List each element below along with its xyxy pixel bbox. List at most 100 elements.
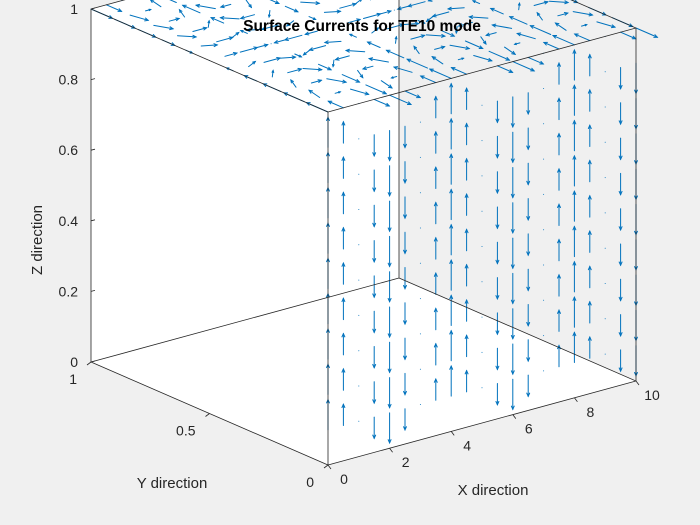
front-surface-arrow <box>464 87 469 110</box>
top-surface-arrow <box>572 11 594 17</box>
top-surface-arrow <box>350 88 370 96</box>
x-tick-label: 10 <box>644 387 660 403</box>
arrow-head <box>312 17 317 20</box>
front-surface-arrow <box>449 329 454 362</box>
top-surface-arrow <box>488 50 511 61</box>
arrow-head <box>433 236 438 242</box>
front-surface-arrow <box>387 306 392 339</box>
front-surface-arrow <box>433 307 438 331</box>
front-surface-arrow <box>464 298 469 322</box>
arrow-head <box>449 82 454 88</box>
top-surface-arrow <box>347 18 362 24</box>
top-surface-arrow <box>406 1 426 8</box>
arrow-shaft <box>286 20 295 27</box>
arrow-head <box>260 26 267 31</box>
arrow-head <box>372 364 377 369</box>
front-surface-arrow <box>618 278 623 302</box>
arrow-head <box>433 166 438 171</box>
top-surface-arrow <box>334 91 342 94</box>
arrow-head <box>478 45 484 50</box>
arrow-head <box>386 9 393 14</box>
arrow-head <box>341 155 346 161</box>
arrow-head <box>464 157 469 163</box>
arrow-shaft <box>284 5 299 13</box>
top-surface-arrow <box>513 42 521 46</box>
arrow-shaft <box>216 36 234 43</box>
x-tick-mark <box>389 447 393 453</box>
arrow-shaft <box>278 56 296 59</box>
arrow-shaft <box>153 24 174 30</box>
front-surface-arrow <box>341 120 346 144</box>
arrow-head <box>510 264 515 270</box>
front-surface-arrow <box>449 258 454 291</box>
arrow-head <box>117 8 123 12</box>
arrow-head <box>181 4 187 9</box>
front-surface-arrow <box>526 304 531 327</box>
top-surface-arrow <box>323 9 342 14</box>
top-surface-arrow <box>267 10 271 19</box>
arrow-shaft <box>431 56 444 65</box>
front-surface-arrow <box>341 155 346 179</box>
arrow-head <box>464 334 469 340</box>
arrow-head <box>510 370 515 376</box>
front-surface-arrow <box>372 310 377 334</box>
arrow-head <box>387 227 392 233</box>
top-surface-arrow <box>428 68 452 79</box>
top-surface-arrow <box>485 32 497 37</box>
arrow-head <box>587 300 592 306</box>
top-surface-arrow <box>434 45 446 50</box>
arrow-head <box>178 8 183 14</box>
top-surface-arrow <box>473 55 493 62</box>
arrow-head <box>526 392 531 398</box>
arrow-shaft <box>192 27 208 32</box>
y-tick-mark <box>205 413 210 417</box>
arrow-shaft <box>404 90 421 99</box>
top-surface-arrow <box>300 1 321 6</box>
arrow-head <box>572 154 577 160</box>
front-surface-arrow <box>618 137 623 161</box>
top-surface-arrow <box>468 15 489 20</box>
top-surface-arrow <box>504 46 517 56</box>
arrow-head <box>510 193 515 199</box>
arrow-head <box>406 3 413 8</box>
arrow-head <box>449 117 454 123</box>
top-surface-arrow <box>224 51 239 57</box>
arrow-head <box>653 34 659 38</box>
front-surface-arrow <box>433 236 438 260</box>
arrow-shaft <box>458 21 473 27</box>
arrow-head <box>219 15 225 20</box>
top-surface-arrow <box>105 4 123 12</box>
arrow-head <box>413 45 418 50</box>
box-edge <box>398 277 637 382</box>
arrow-head <box>213 43 219 48</box>
arrow-shaft <box>287 68 302 74</box>
arrow-shaft <box>327 100 344 109</box>
z-tick-mark <box>90 78 96 80</box>
arrow-head <box>175 17 181 22</box>
front-surface-arrow <box>510 167 515 199</box>
arrow-head <box>327 100 333 105</box>
arrow-head <box>387 368 392 374</box>
arrow-shaft <box>231 31 240 39</box>
arrow-head <box>421 21 426 24</box>
top-surface-arrow <box>361 65 374 70</box>
front-surface-arrow <box>587 229 592 253</box>
top-surface-arrow <box>302 67 323 72</box>
arrow-head <box>433 201 438 207</box>
front-surface-arrow <box>495 277 500 301</box>
top-surface-arrow <box>551 34 575 46</box>
x-tick-mark <box>635 380 640 386</box>
arrow-head <box>334 56 340 61</box>
front-surface-arrow <box>510 272 515 305</box>
top-surface-arrow <box>271 69 275 78</box>
arrow-head <box>341 367 346 373</box>
arrow-head <box>360 0 362 2</box>
arrow-shaft <box>504 46 516 55</box>
arrow-shaft <box>220 3 232 8</box>
arrow-head <box>618 85 623 90</box>
arrow-head <box>584 23 588 27</box>
arrow-shaft <box>380 80 393 89</box>
front-surface-arrow <box>449 223 454 256</box>
arrow-head <box>385 49 391 54</box>
front-surface-arrow <box>403 408 407 432</box>
